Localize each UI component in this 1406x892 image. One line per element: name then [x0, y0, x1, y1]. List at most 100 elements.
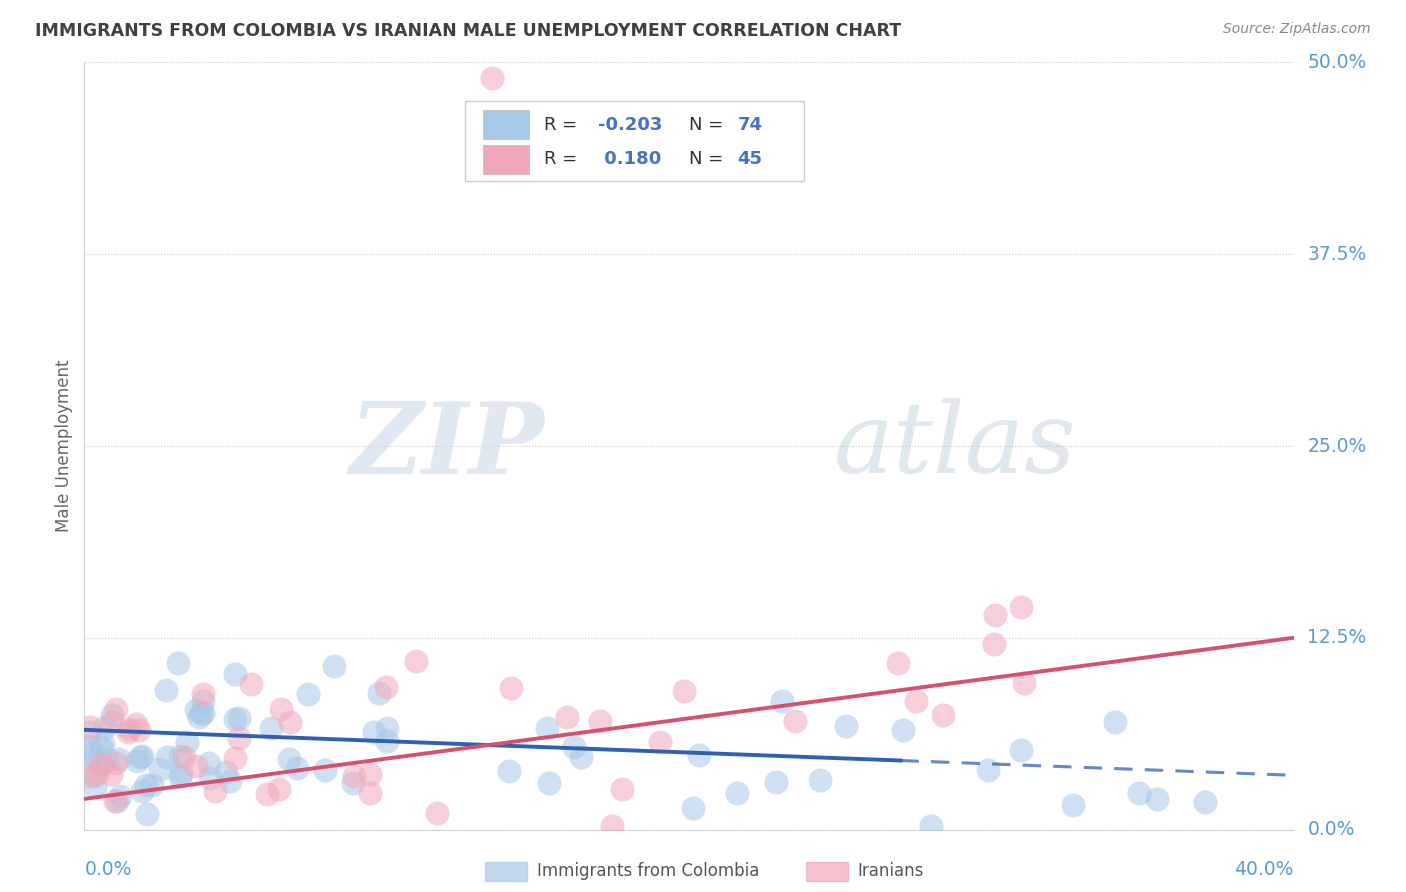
Point — [100, 714, 122, 729]
Point — [191, 694, 214, 708]
Point — [79, 754, 101, 768]
Point — [260, 721, 283, 735]
Point — [405, 654, 427, 668]
Point — [108, 789, 131, 803]
Point — [219, 773, 242, 788]
Point — [108, 752, 131, 766]
Point — [125, 754, 148, 768]
Point — [426, 805, 449, 820]
Point — [198, 756, 221, 771]
Point — [610, 782, 633, 797]
Point — [891, 723, 914, 738]
Point — [1128, 786, 1150, 800]
Text: Iranians: Iranians — [858, 863, 924, 880]
Point — [156, 750, 179, 764]
Point — [141, 778, 163, 792]
Point — [104, 794, 127, 808]
Point — [215, 764, 238, 779]
Point — [808, 773, 831, 788]
Text: 74: 74 — [737, 116, 762, 134]
Point — [323, 658, 346, 673]
Point — [498, 764, 520, 779]
Point — [86, 765, 108, 780]
Point — [343, 769, 366, 783]
Point — [377, 721, 399, 735]
Text: 0.180: 0.180 — [599, 150, 661, 168]
Text: atlas: atlas — [834, 399, 1077, 493]
Point — [375, 733, 398, 747]
Point — [555, 710, 578, 724]
Point — [198, 771, 221, 785]
Point — [136, 807, 159, 822]
Point — [190, 706, 212, 720]
Point — [920, 820, 942, 834]
Point — [79, 740, 101, 755]
Point — [224, 712, 246, 726]
Text: 45: 45 — [737, 150, 762, 168]
Point — [166, 657, 188, 671]
Point — [682, 801, 704, 815]
Point — [83, 769, 105, 783]
Text: 0.0%: 0.0% — [1308, 820, 1355, 839]
Point — [589, 714, 612, 729]
Point — [569, 750, 592, 764]
Text: 50.0%: 50.0% — [1308, 53, 1367, 72]
Point — [1010, 600, 1032, 615]
Point — [131, 748, 153, 763]
Point — [173, 750, 195, 764]
Text: 37.5%: 37.5% — [1308, 244, 1367, 264]
Point — [186, 703, 208, 717]
Point — [785, 714, 807, 728]
FancyBboxPatch shape — [484, 110, 529, 139]
Point — [91, 737, 114, 751]
Text: 0.0%: 0.0% — [84, 860, 132, 880]
Point — [83, 780, 105, 795]
Point — [537, 776, 560, 790]
Text: N =: N = — [689, 116, 728, 134]
Point — [672, 683, 695, 698]
Point — [89, 757, 111, 772]
Point — [688, 747, 710, 762]
Point — [228, 711, 250, 725]
Text: Immigrants from Colombia: Immigrants from Colombia — [537, 863, 759, 880]
Text: R =: R = — [544, 150, 583, 168]
Text: R =: R = — [544, 116, 583, 134]
Point — [765, 774, 787, 789]
Text: IMMIGRANTS FROM COLOMBIA VS IRANIAN MALE UNEMPLOYMENT CORRELATION CHART: IMMIGRANTS FROM COLOMBIA VS IRANIAN MALE… — [35, 22, 901, 40]
Point — [977, 763, 1000, 777]
Text: 25.0%: 25.0% — [1308, 436, 1367, 456]
Point — [267, 782, 290, 797]
Point — [79, 747, 101, 761]
Point — [375, 680, 398, 694]
Point — [932, 707, 955, 722]
Point — [1194, 795, 1216, 809]
Point — [770, 694, 793, 708]
Point — [905, 694, 928, 708]
Text: -0.203: -0.203 — [599, 116, 662, 134]
Point — [79, 721, 101, 735]
Point — [184, 758, 207, 772]
Point — [270, 702, 292, 716]
Point — [191, 706, 214, 721]
Text: ZIP: ZIP — [349, 398, 544, 494]
Point — [359, 786, 381, 800]
Point — [105, 756, 128, 770]
Text: Source: ZipAtlas.com: Source: ZipAtlas.com — [1223, 22, 1371, 37]
Point — [176, 734, 198, 748]
FancyBboxPatch shape — [484, 145, 529, 174]
Point — [79, 725, 101, 739]
Point — [129, 749, 152, 764]
Point — [100, 707, 122, 722]
Point — [1146, 792, 1168, 806]
Point — [1104, 715, 1126, 730]
Point — [90, 740, 112, 755]
Point — [368, 686, 391, 700]
Point — [240, 677, 263, 691]
Point — [1010, 743, 1032, 757]
FancyBboxPatch shape — [465, 101, 804, 181]
Point — [224, 667, 246, 681]
Point — [96, 751, 118, 765]
Point — [278, 715, 301, 730]
Point — [983, 637, 1005, 651]
Text: 40.0%: 40.0% — [1234, 860, 1294, 880]
